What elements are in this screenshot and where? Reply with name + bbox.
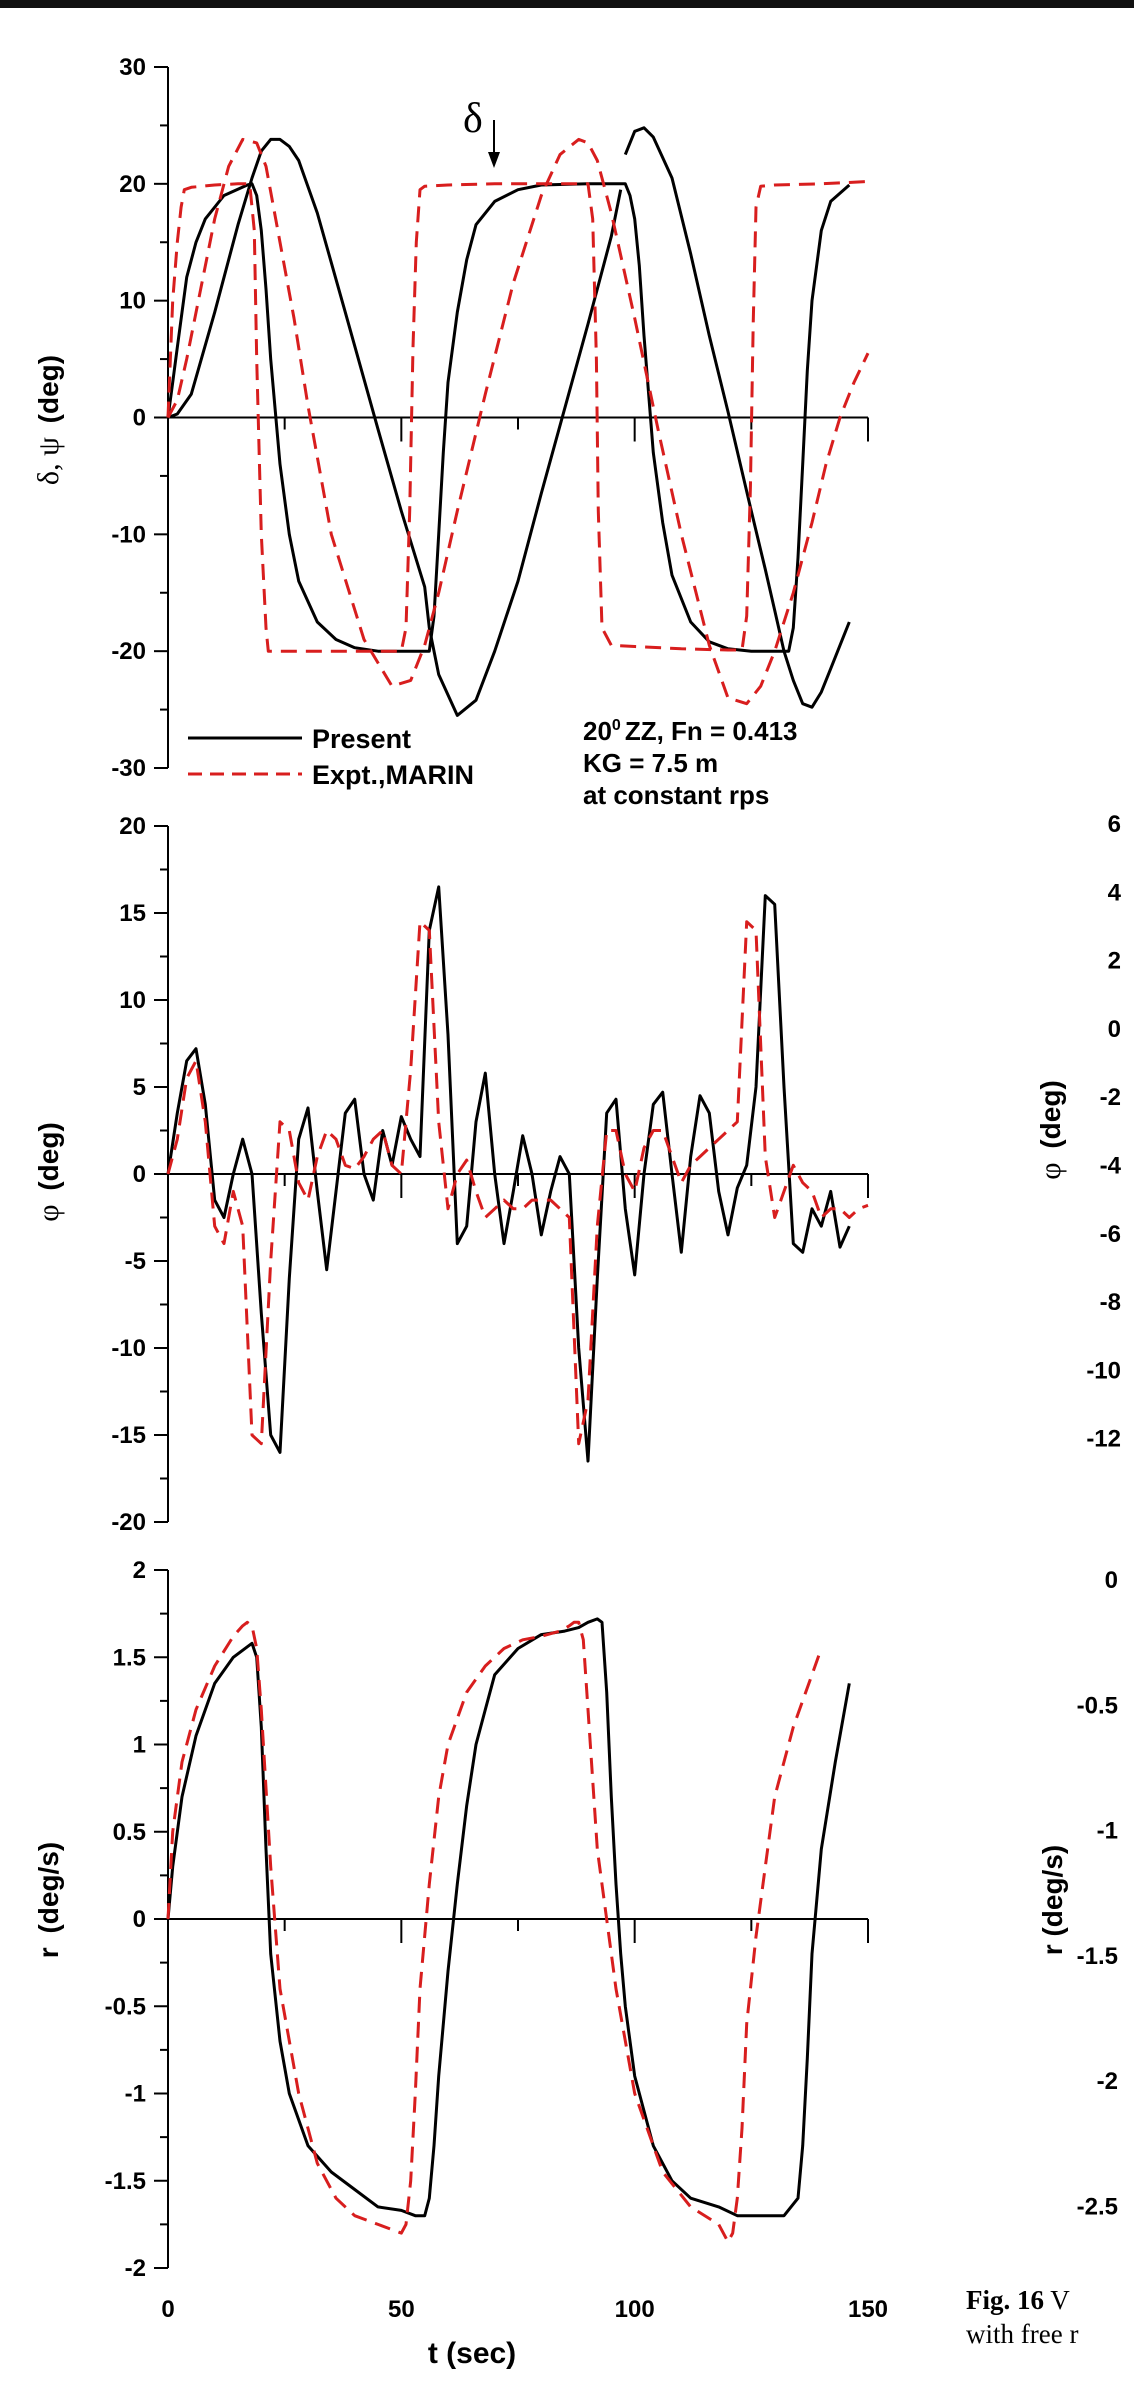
xtick-label: 100	[615, 2296, 655, 2323]
right-roll-tick-label: 0	[1108, 1016, 1121, 1043]
roll-ytick-label: -15	[111, 1422, 146, 1449]
right-roll-tick-label: -2	[1100, 1084, 1121, 1111]
xtick-label: 0	[161, 2296, 174, 2323]
yaw-ytick-label: 20	[119, 171, 146, 198]
yaw-series-present-1	[623, 126, 851, 709]
rate-axes	[154, 1569, 869, 2269]
roll-series-present-0	[166, 885, 851, 1463]
roll-ytick-label: -5	[125, 1248, 146, 1275]
right-panel-partial: 6 4 2 0 -2 -4 -6 -8 -10 -12 φ (deg) 0 -0.5 -1 -1.5 -2…	[1034, 811, 1122, 2221]
yaw-axes	[154, 66, 869, 769]
rate-series-present-0	[166, 1617, 851, 2218]
right-rate-tick-labels: 0 -0.5 -1 -1.5 -2 -2.5	[1077, 1567, 1118, 2221]
roll-ytick-label: 20	[119, 813, 146, 840]
yaw-tick-labels: 30 20 10 0 -10 -20 -30	[111, 54, 146, 782]
panel-roll-angle: 20 15 10 5 0 -5 -10 -15 -20 φ (deg)	[32, 813, 869, 1536]
right-roll-tick-label: 2	[1108, 948, 1121, 975]
delta-marker-arrow	[488, 120, 500, 168]
yaw-series-experiment-4	[166, 180, 869, 653]
roll-ytick-label: 0	[133, 1161, 146, 1188]
rate-ytick-label: -1.5	[105, 2168, 146, 2195]
yaw-ytick-label: -10	[111, 521, 146, 548]
rate-ytick-label: 0	[133, 1906, 146, 1933]
annotation-line-3: at constant rps	[583, 780, 769, 810]
legend-experiment-label: Expt.,MARIN	[312, 760, 474, 790]
legend-present-label: Present	[312, 724, 411, 754]
yaw-ytick-label: 10	[119, 288, 146, 315]
rate-ytick-label: 1	[133, 1732, 146, 1759]
right-roll-tick-label: -8	[1100, 1289, 1121, 1316]
yaw-ylabel: δ, ψ (deg)	[32, 355, 65, 485]
yaw-series-lines	[166, 126, 870, 717]
right-roll-tick-label: -6	[1100, 1221, 1121, 1248]
roll-ytick-label: 10	[119, 987, 146, 1014]
rate-ytick-label: -2	[125, 2255, 146, 2282]
roll-tick-labels: 20 15 10 5 0 -5 -10 -15 -20	[111, 813, 146, 1536]
roll-series-experiment-1	[166, 920, 869, 1446]
right-rate-tick-label: 0	[1105, 1567, 1118, 1594]
panel-yaw-angle: 30 20 10 0 -10 -20 -30 δ, ψ (deg) δ Present Ex…	[32, 54, 870, 810]
roll-ytick-label: 5	[133, 1074, 146, 1101]
right-rate-tick-label: -1	[1097, 1818, 1118, 1845]
rate-ytick-label: 1.5	[113, 1644, 146, 1671]
rate-ytick-label: 0.5	[113, 1819, 146, 1846]
roll-ytick-label: -10	[111, 1335, 146, 1362]
x-tick-labels: 0 50 100 150	[161, 2296, 888, 2323]
right-rate-tick-label: -0.5	[1077, 1692, 1118, 1719]
legend: Present Expt.,MARIN	[188, 724, 474, 790]
right-rate-ylabel: r (deg/s)	[1037, 1845, 1068, 1955]
right-roll-ylabel: φ (deg)	[1034, 1080, 1067, 1180]
yaw-series-present-2	[166, 182, 851, 653]
rate-ylabel: r (deg/s)	[33, 1842, 64, 1958]
x-axis-label: t (sec)	[428, 2337, 516, 2370]
condition-annotation: 200 ZZ, Fn = 0.413 KG = 7.5 m at constant…	[583, 716, 798, 810]
caption-label: Fig. 16	[966, 2285, 1044, 2315]
right-rate-tick-label: -1.5	[1077, 1943, 1118, 1970]
right-rate-tick-label: -2	[1097, 2068, 1118, 2095]
figure-caption: Fig. 16 V with free r	[966, 2283, 1078, 2351]
right-roll-tick-label: -12	[1086, 1426, 1121, 1453]
rate-ytick-label: -0.5	[105, 1993, 146, 2020]
roll-ylabel: φ (deg)	[32, 1122, 65, 1222]
caption-line-1: V	[1050, 2285, 1070, 2315]
annotation-line-2: KG = 7.5 m	[583, 748, 718, 778]
roll-ytick-label: 15	[119, 900, 146, 927]
right-roll-tick-label: 4	[1108, 879, 1122, 906]
rate-series-lines	[166, 1617, 851, 2244]
right-roll-tick-label: -10	[1086, 1357, 1121, 1384]
yaw-ytick-label: 30	[119, 54, 146, 81]
rate-series-experiment-1	[166, 1620, 823, 2244]
panel-yaw-rate: 2 1.5 1 0.5 0 -0.5 -1 -1.5 -2 r (deg/s) 0 50 100 15…	[33, 1557, 888, 2370]
rate-tick-labels: 2 1.5 1 0.5 0 -0.5 -1 -1.5 -2	[105, 1557, 146, 2282]
yaw-ytick-label: -30	[111, 755, 146, 782]
roll-axes	[154, 825, 869, 1523]
right-rate-tick-label: -2.5	[1077, 2194, 1118, 2221]
page-top-rule	[0, 0, 1134, 8]
rate-ytick-label: -1	[125, 2081, 146, 2108]
caption-line-2: with free r	[966, 2319, 1079, 2349]
yaw-series-present-0	[167, 137, 623, 717]
roll-series-lines	[166, 885, 869, 1463]
roll-ytick-label: -20	[111, 1509, 146, 1536]
right-roll-tick-label: 6	[1108, 811, 1121, 838]
annotation-line-1: 200 ZZ, Fn = 0.413	[583, 716, 798, 746]
xtick-label: 150	[848, 2296, 888, 2323]
rate-ytick-label: 2	[133, 1557, 146, 1584]
xtick-label: 50	[388, 2296, 415, 2323]
right-roll-tick-label: -4	[1100, 1153, 1122, 1180]
yaw-ytick-label: 0	[133, 405, 146, 432]
delta-marker-label: δ	[463, 96, 483, 142]
right-roll-tick-labels: 6 4 2 0 -2 -4 -6 -8 -10 -12	[1086, 811, 1121, 1453]
yaw-ytick-label: -20	[111, 638, 146, 665]
